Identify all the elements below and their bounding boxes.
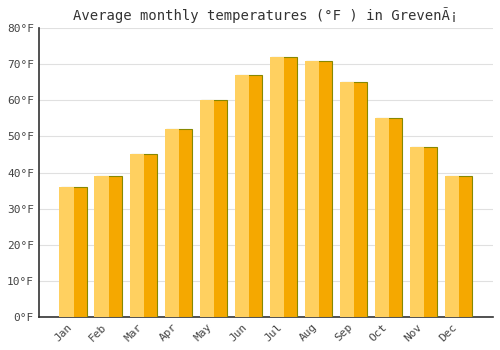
Bar [61, 187, 87, 317]
Bar [166, 129, 192, 317]
Bar [270, 57, 284, 317]
Title: Average monthly temperatures (°F ) in GrevenÃ¡: Average monthly temperatures (°F ) in Gr… [74, 7, 458, 23]
Bar [376, 118, 402, 317]
Bar [306, 61, 332, 317]
Bar [375, 118, 389, 317]
Bar [445, 176, 460, 317]
Bar [340, 82, 354, 317]
Bar [341, 82, 367, 317]
Bar [164, 129, 179, 317]
Bar [94, 176, 109, 317]
Bar [411, 147, 438, 317]
Bar [200, 100, 214, 317]
Bar [304, 61, 319, 317]
Bar [96, 176, 122, 317]
Bar [234, 75, 249, 317]
Bar [201, 100, 227, 317]
Bar [130, 154, 144, 317]
Bar [410, 147, 424, 317]
Bar [131, 154, 157, 317]
Bar [236, 75, 262, 317]
Bar [271, 57, 297, 317]
Bar [446, 176, 472, 317]
Bar [60, 187, 74, 317]
